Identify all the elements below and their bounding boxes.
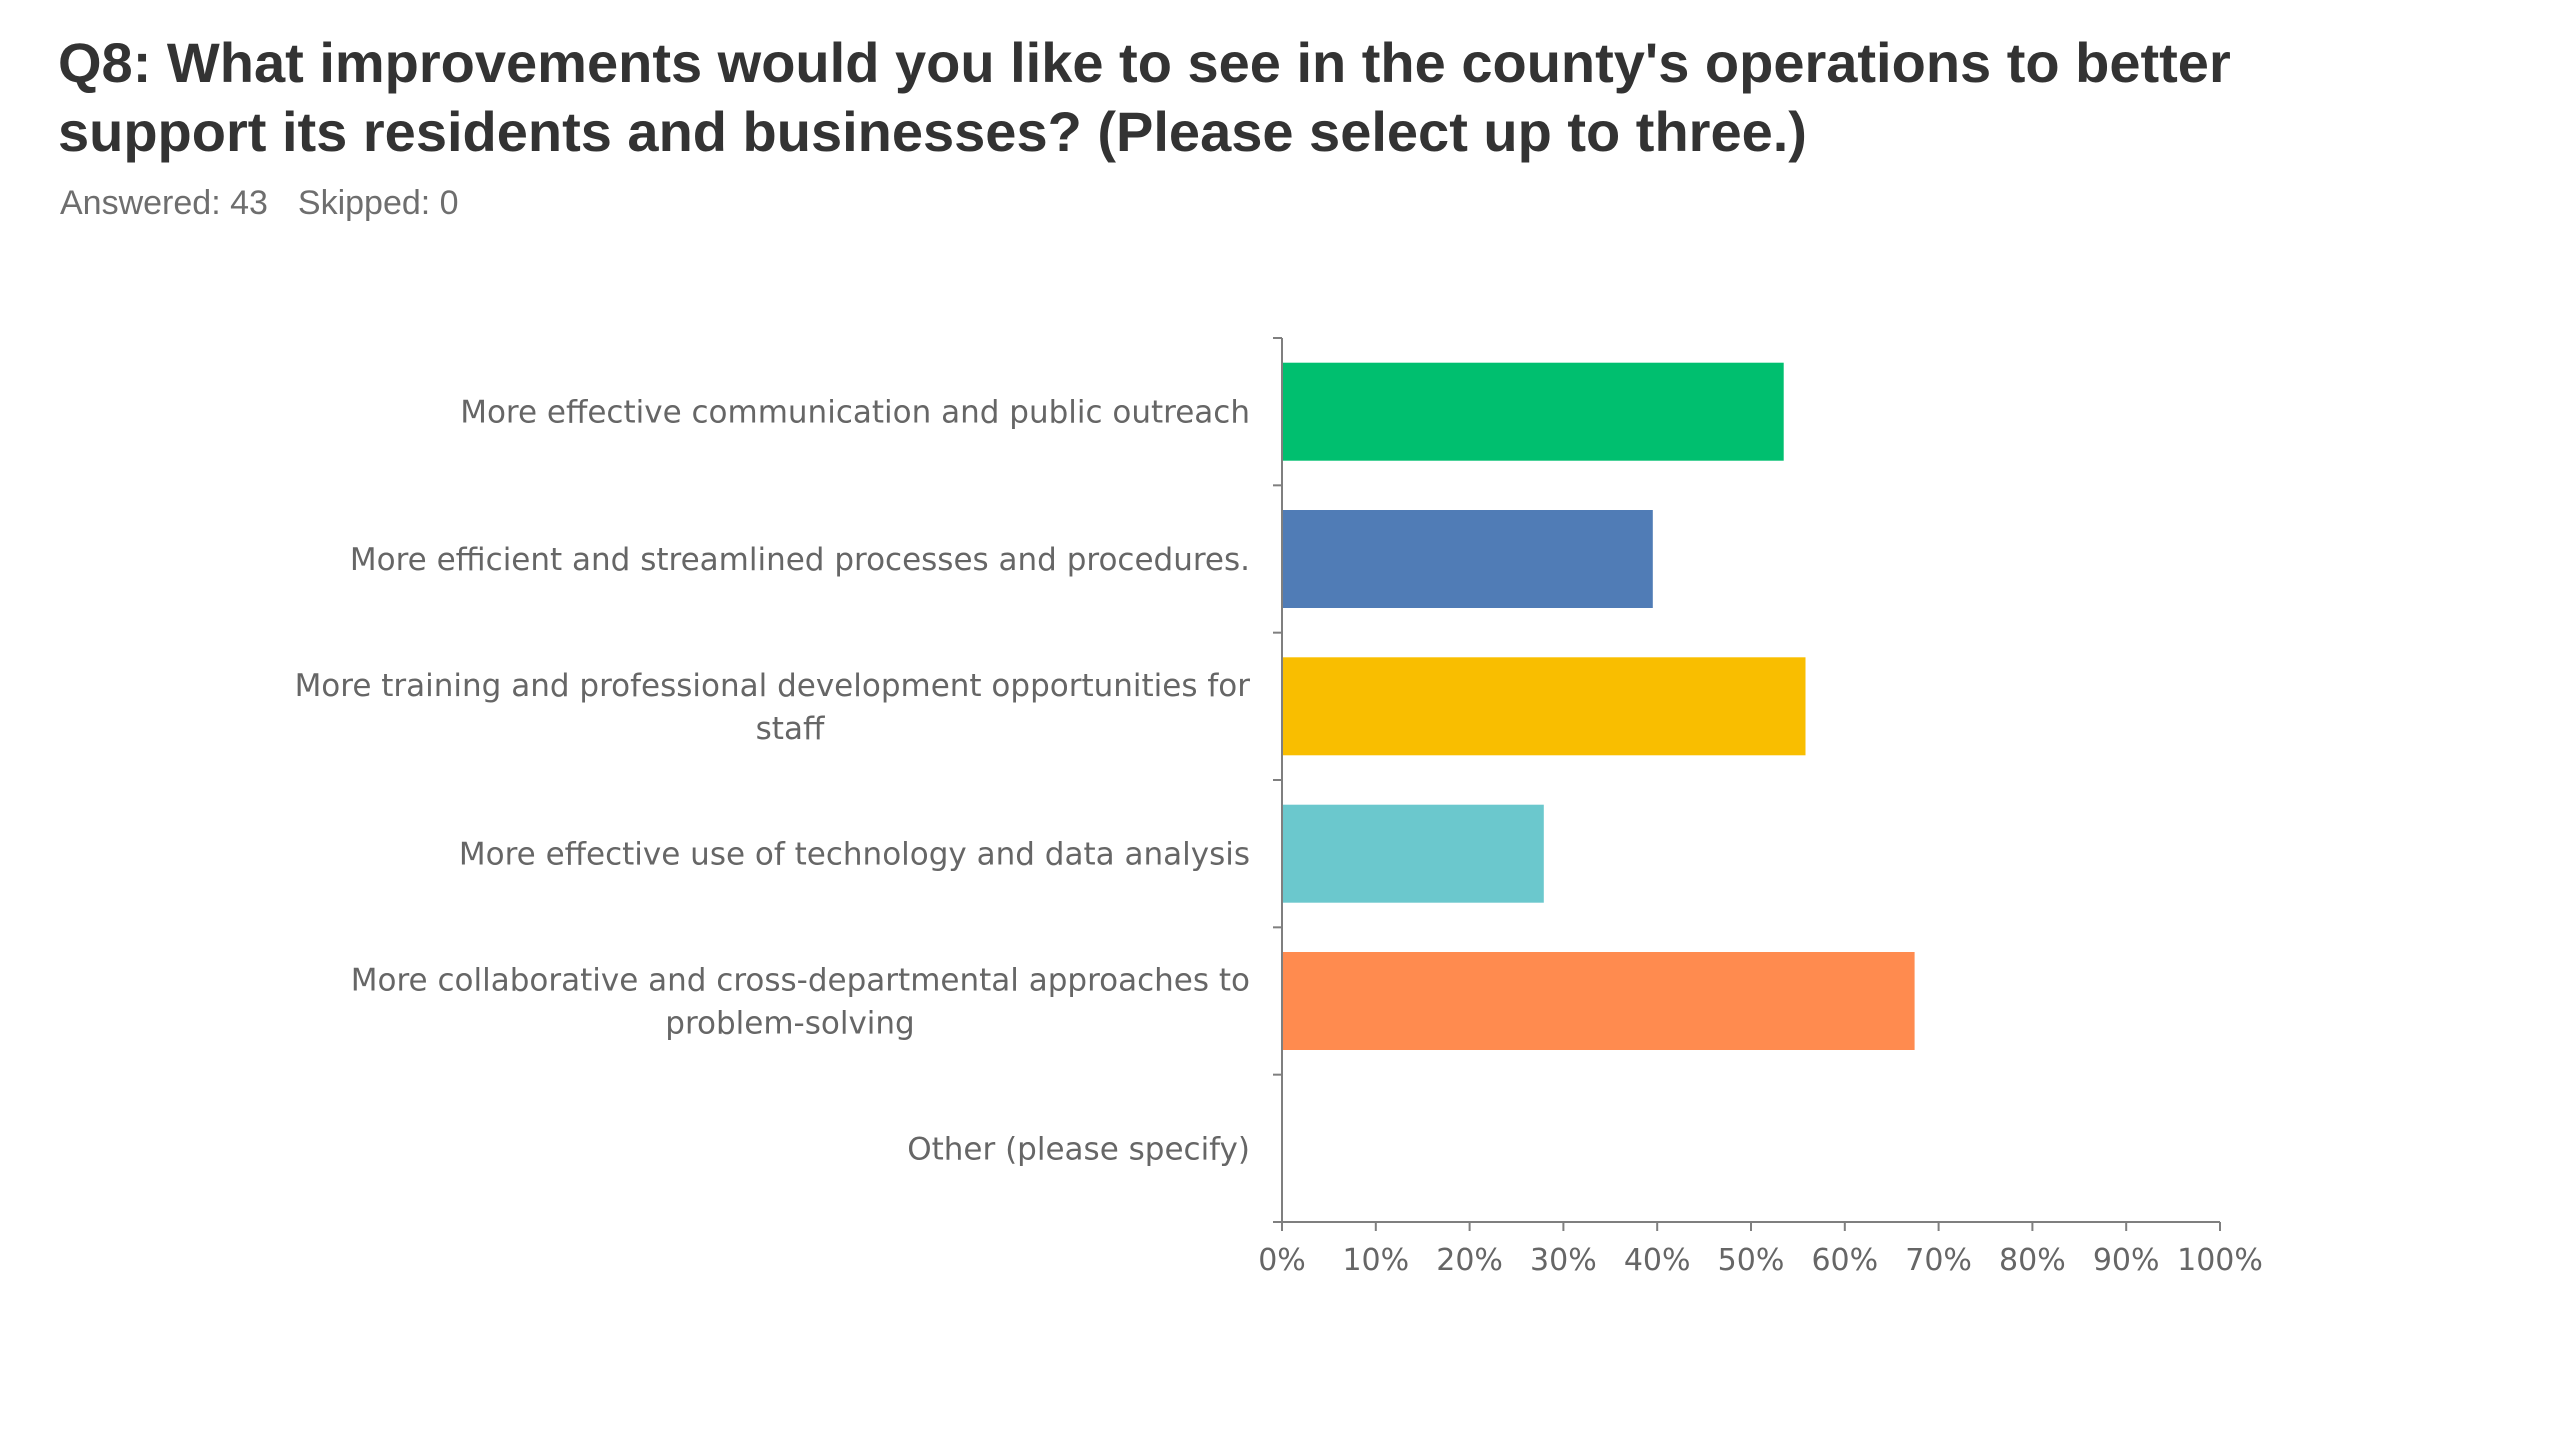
category-label-3: More effective use of technology and dat… (459, 837, 1250, 873)
category-label-line: problem-solving (665, 1006, 914, 1042)
bar-3 (1282, 804, 1544, 903)
category-label-2: More training and professional developme… (295, 668, 1251, 747)
category-label-line: More training and professional developme… (295, 668, 1251, 704)
category-label-line: More collaborative and cross-departmenta… (351, 963, 1250, 999)
skipped-count: Skipped: 0 (297, 184, 459, 222)
category-label-1: More efficient and streamlined processes… (350, 542, 1250, 578)
bar-4 (1282, 952, 1915, 1050)
category-label-line: More effective use of technology and dat… (459, 837, 1250, 873)
response-stats: Answered: 43 Skipped: 0 (60, 184, 459, 223)
bar-2 (1282, 657, 1806, 756)
page-title: Q8: What improvements would you like to … (58, 31, 2231, 163)
x-tick-label-0: 0% (1258, 1243, 1306, 1278)
x-tick-label-2: 20% (1436, 1243, 1503, 1278)
answered-count: Answered: 43 (60, 184, 268, 222)
bar-1 (1282, 510, 1653, 608)
category-label-line: staff (756, 711, 825, 747)
x-tick-label-10: 100% (2177, 1243, 2263, 1278)
x-tick-label-6: 60% (1811, 1243, 1878, 1278)
category-label-0: More effective communication and public … (460, 395, 1250, 431)
x-tick-label-1: 10% (1342, 1243, 1409, 1278)
category-label-line: More effective communication and public … (460, 395, 1250, 431)
x-tick-label-4: 40% (1624, 1243, 1691, 1278)
x-tick-label-5: 50% (1718, 1243, 1785, 1278)
x-tick-label-8: 80% (1999, 1243, 2066, 1278)
x-tick-label-3: 30% (1530, 1243, 1597, 1278)
category-label-line: Other (please specify) (907, 1131, 1250, 1167)
x-tick-label-7: 70% (1905, 1243, 1972, 1278)
category-label-4: More collaborative and cross-departmenta… (351, 963, 1250, 1042)
category-label-5: Other (please specify) (907, 1131, 1250, 1167)
bar-0 (1282, 362, 1784, 461)
category-label-line: More efficient and streamlined processes… (350, 542, 1250, 578)
x-tick-label-9: 90% (2093, 1243, 2160, 1278)
